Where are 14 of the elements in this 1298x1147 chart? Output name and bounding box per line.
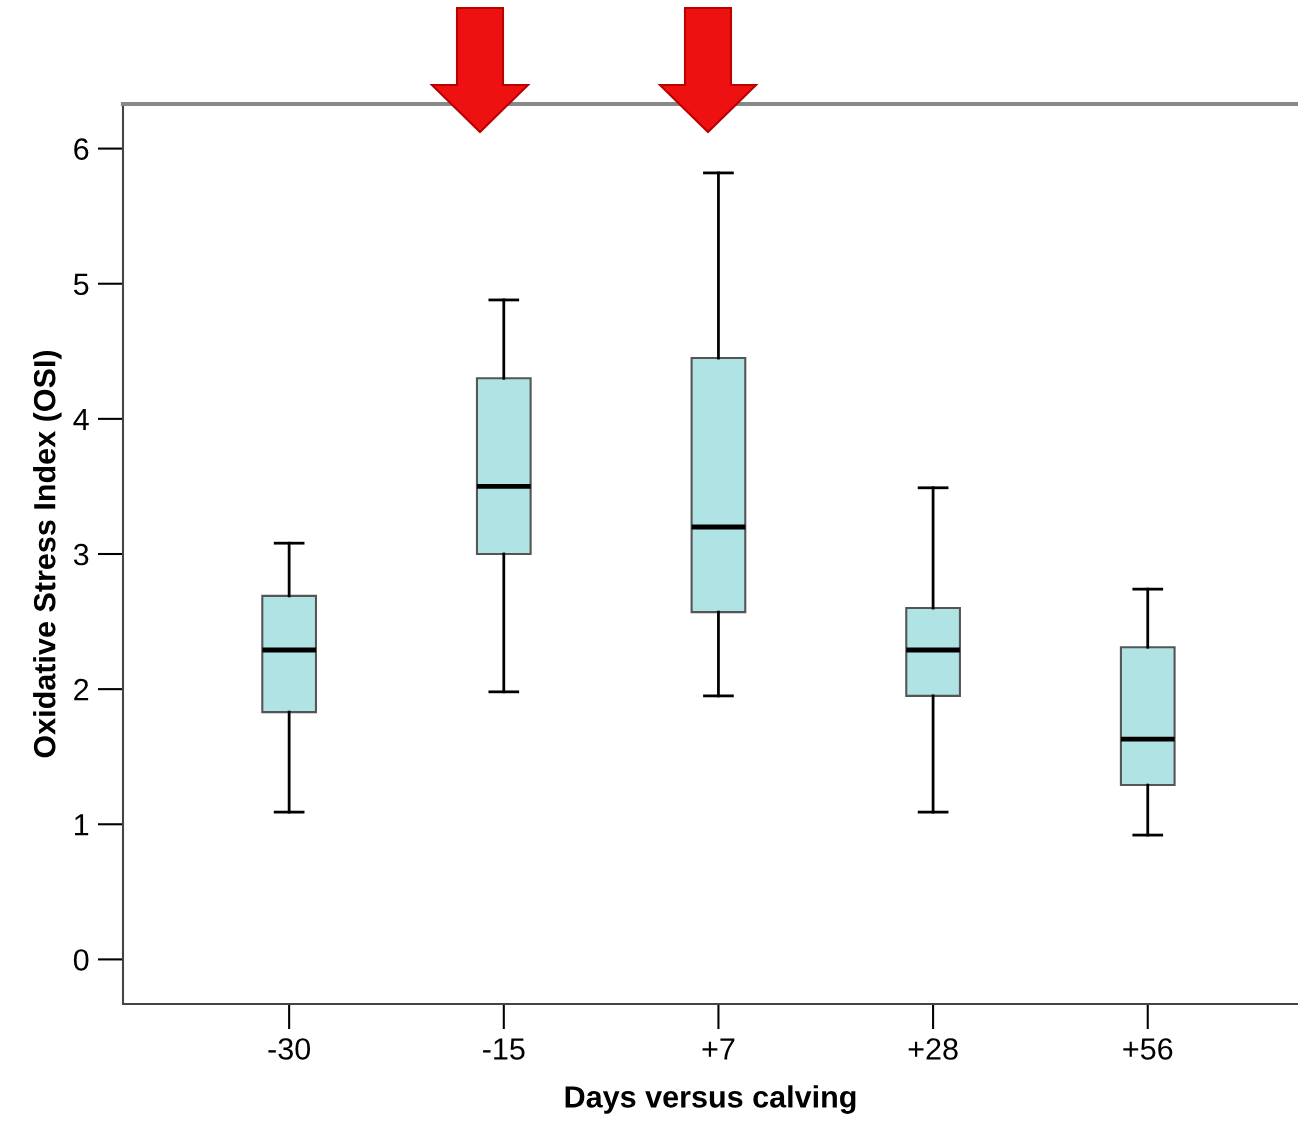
y-tick-label: 4 xyxy=(73,408,89,430)
y-tick-label: 5 xyxy=(73,273,89,296)
x-tick-label: +56 xyxy=(1123,1038,1173,1060)
y-tick-label: 3 xyxy=(73,543,89,566)
x-tick-label: +28 xyxy=(908,1038,958,1060)
x-tick-label: -15 xyxy=(483,1038,525,1060)
y-tick-label: 2 xyxy=(74,678,89,701)
x-tick-label: -30 xyxy=(268,1038,311,1060)
y-axis-title: Oxidative Stress Index (OSI) xyxy=(33,350,62,758)
y-tick-label: 0 xyxy=(73,949,89,971)
x-tick-label: +7 xyxy=(702,1038,735,1060)
x-axis-title: Days versus calving xyxy=(565,1085,856,1114)
y-tick-label: 6 xyxy=(74,138,89,160)
y-tick-label: 1 xyxy=(75,814,89,836)
